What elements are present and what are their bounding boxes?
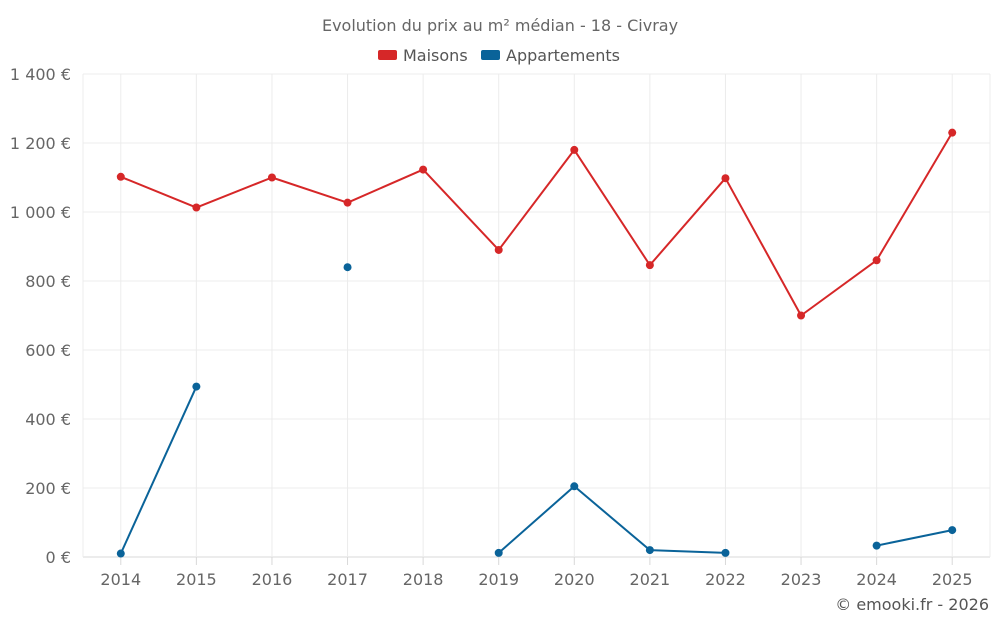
- data-point-appartements-2014[interactable]: [116, 549, 125, 558]
- credit-text: © emooki.fr - 2026: [835, 595, 989, 614]
- data-point-appartements-2022[interactable]: [721, 548, 730, 557]
- grid: [82, 73, 991, 558]
- data-point-appartements-2019[interactable]: [494, 548, 503, 557]
- y-tick-label: 600 €: [25, 341, 71, 360]
- data-point-appartements-2021[interactable]: [645, 546, 654, 555]
- y-tick-label: 400 €: [25, 410, 71, 429]
- series-layer: [116, 128, 957, 558]
- data-point-appartements-2017[interactable]: [343, 263, 352, 272]
- data-point-maisons-2019[interactable]: [494, 245, 503, 254]
- y-tick-label: 200 €: [25, 479, 71, 498]
- x-tick-label: 2018: [403, 570, 444, 589]
- y-tick-label: 0 €: [46, 548, 71, 567]
- legend-label-maisons[interactable]: Maisons: [403, 46, 468, 65]
- data-point-maisons-2023[interactable]: [797, 311, 806, 320]
- y-tick-label: 800 €: [25, 272, 71, 291]
- y-tick-label: 1 000 €: [10, 203, 71, 222]
- series-line-appartements: [119, 386, 198, 554]
- legend-swatch-appartements: [481, 50, 500, 60]
- data-point-maisons-2014[interactable]: [116, 172, 125, 181]
- x-tick-label: 2019: [478, 570, 519, 589]
- x-tick-label: 2014: [100, 570, 141, 589]
- data-point-appartements-2015[interactable]: [192, 382, 201, 391]
- data-point-maisons-2016[interactable]: [267, 173, 276, 182]
- y-tick-label: 1 200 €: [10, 134, 71, 153]
- data-point-maisons-2025[interactable]: [948, 128, 957, 137]
- series-line-maisons: [120, 132, 954, 317]
- data-point-maisons-2020[interactable]: [570, 145, 579, 154]
- data-point-maisons-2022[interactable]: [721, 174, 730, 183]
- x-axis: 2014 2015 2016 2017 2018 2019 2020 2021 2022 2023…: [100, 557, 973, 589]
- legend-label-appartements[interactable]: Appartements: [506, 46, 620, 65]
- x-tick-label: 2016: [252, 570, 293, 589]
- y-axis: 0 € 200 € 400 € 600 € 800 € 1 000 € 1 200 € 1 4…: [10, 65, 71, 567]
- x-tick-label: 2021: [630, 570, 671, 589]
- data-point-appartements-2024[interactable]: [872, 541, 881, 550]
- x-tick-label: 2025: [932, 570, 973, 589]
- data-point-maisons-2017[interactable]: [343, 198, 352, 207]
- data-point-maisons-2015[interactable]: [192, 203, 201, 212]
- chart-title: Evolution du prix au m² médian - 18 - Ci…: [322, 16, 678, 35]
- data-point-maisons-2021[interactable]: [645, 261, 654, 270]
- data-point-maisons-2018[interactable]: [419, 165, 428, 174]
- series-appartements: [116, 263, 957, 558]
- y-tick-label: 1 400 €: [10, 65, 71, 84]
- x-tick-label: 2017: [327, 570, 368, 589]
- data-point-maisons-2024[interactable]: [872, 256, 881, 265]
- series-line-appartements: [876, 529, 953, 547]
- legend: Maisons Appartements: [378, 46, 620, 65]
- data-point-appartements-2020[interactable]: [570, 482, 579, 491]
- x-tick-label: 2023: [781, 570, 822, 589]
- x-tick-label: 2015: [176, 570, 217, 589]
- series-line-appartements: [498, 485, 726, 554]
- x-tick-label: 2022: [705, 570, 746, 589]
- x-tick-label: 2020: [554, 570, 595, 589]
- legend-swatch-maisons: [378, 50, 397, 60]
- data-point-appartements-2025[interactable]: [948, 526, 957, 535]
- x-tick-label: 2024: [856, 570, 897, 589]
- series-maisons: [116, 128, 957, 320]
